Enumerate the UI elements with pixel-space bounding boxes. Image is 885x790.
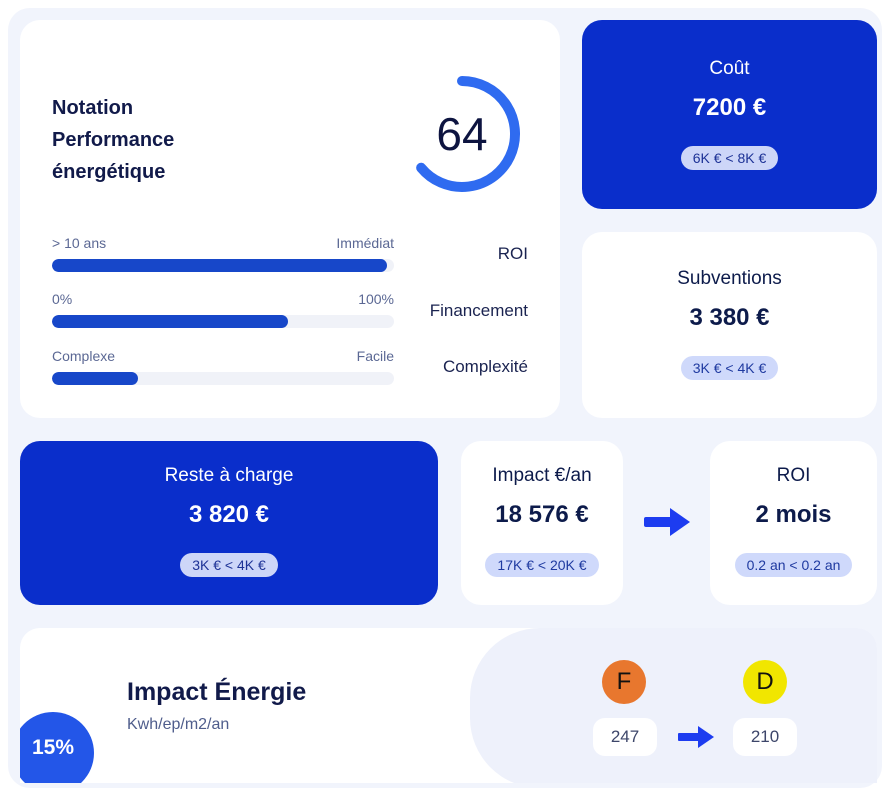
financement-track	[52, 315, 394, 328]
notation-title-line: Performance	[52, 129, 175, 151]
reste-value: 3 820 €	[188, 501, 270, 528]
roi-range: > 10 ans Immédiat	[52, 235, 394, 272]
cout-range-badge: 6K € < 8K €	[680, 146, 779, 170]
energie-percent-badge: 15%	[20, 712, 94, 783]
cout-card: Coût 7200 € 6K € < 8K €	[582, 20, 877, 209]
financement-range-max: 100%	[358, 291, 394, 307]
energie-from-value: 247	[593, 718, 657, 756]
financement-range-min: 0%	[52, 291, 73, 307]
notation-card: Notation Performance énergétique 64 > 10…	[20, 20, 560, 418]
score-gauge	[416, 76, 520, 192]
financement-criterion-label: Financement	[429, 301, 528, 320]
cout-value: 7200 €	[692, 94, 767, 121]
reste-label: Reste à charge	[164, 465, 294, 486]
roi-track	[52, 259, 394, 272]
roi-range-badge: 0.2 an < 0.2 an	[734, 553, 853, 577]
score-gauge-arc	[416, 76, 520, 192]
roi-value: 2 mois	[755, 501, 832, 528]
energie-grade-panel: F 247 D 210	[470, 628, 877, 783]
impact-card: Impact €/an 18 576 € 17K € < 20K €	[461, 441, 623, 605]
arrow-right-icon	[644, 508, 690, 536]
impact-value: 18 576 €	[495, 501, 589, 528]
complexite-range-min: Complexe	[52, 348, 116, 364]
financement-fill	[52, 315, 288, 328]
complexite-criterion-label: Complexité	[442, 357, 528, 376]
roi-criterion-label: ROI	[497, 244, 528, 263]
subventions-value: 3 380 €	[689, 304, 770, 331]
impact-range-badge: 17K € < 20K €	[485, 553, 599, 577]
subventions-card: Subventions 3 380 € 3K € < 4K €	[582, 232, 877, 418]
subventions-label: Subventions	[677, 268, 782, 289]
arrow-right-icon	[678, 726, 714, 748]
notation-title-line: énergétique	[52, 161, 166, 183]
score-value: 64	[436, 108, 488, 160]
energie-to-value: 210	[733, 718, 797, 756]
financement-range: 0% 100%	[52, 291, 394, 328]
roi-card: ROI 2 mois 0.2 an < 0.2 an	[710, 441, 877, 605]
impact-label: Impact €/an	[492, 465, 592, 486]
roi-range-max: Immédiat	[336, 235, 394, 251]
reste-range-badge: 3K € < 4K €	[180, 553, 278, 577]
complexite-fill	[52, 372, 138, 385]
complexite-track	[52, 372, 394, 385]
energie-unit: Kwh/ep/m2/an	[127, 716, 230, 733]
reste-a-charge-card: Reste à charge 3 820 € 3K € < 4K €	[20, 441, 438, 605]
roi-label: ROI	[776, 465, 811, 486]
impact-energie-card: Impact Énergie Kwh/ep/m2/an 15% F 247 D …	[20, 628, 877, 783]
cout-label: Coût	[709, 58, 750, 79]
complexite-range-max: Facile	[356, 348, 394, 364]
grade-to-badge: D	[743, 660, 787, 704]
roi-range-min: > 10 ans	[52, 235, 107, 251]
notation-title: Notation Performance énergétique	[52, 92, 252, 188]
subventions-range-badge: 3K € < 4K €	[680, 356, 779, 380]
grade-from-badge: F	[602, 660, 646, 704]
energie-title: Impact Énergie	[127, 678, 307, 706]
complexite-range: Complexe Facile	[52, 348, 394, 385]
roi-fill	[52, 259, 388, 272]
notation-title-line: Notation	[52, 97, 134, 119]
